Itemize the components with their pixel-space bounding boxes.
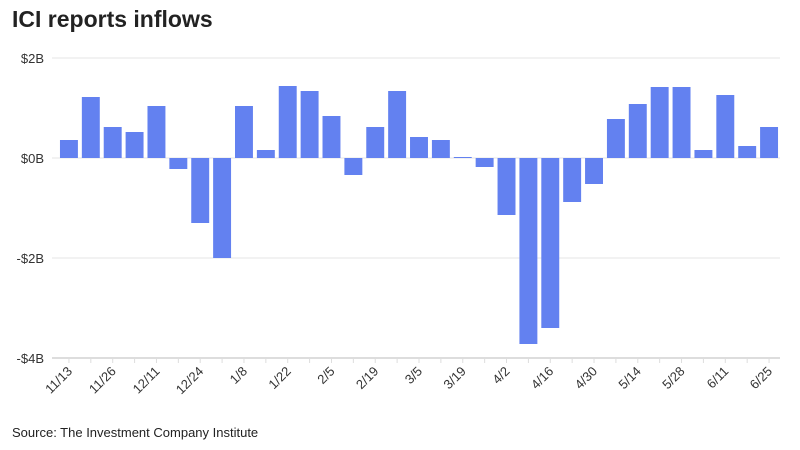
bar [81, 97, 100, 158]
bar [322, 116, 341, 158]
x-tick-label: 3/5 [402, 364, 425, 387]
y-tick-label: $2B [21, 51, 44, 66]
x-tick-label: 1/8 [227, 364, 250, 387]
x-tick-label: 12/24 [173, 364, 207, 398]
bar [453, 157, 472, 158]
x-tick-label: 2/5 [314, 364, 337, 387]
bar [563, 158, 582, 202]
bar [497, 158, 516, 215]
bar [475, 158, 494, 167]
x-tick-label: 6/25 [747, 364, 776, 393]
bar [213, 158, 232, 258]
bar [760, 127, 779, 158]
bar [694, 150, 713, 158]
x-tick-label: 1/22 [265, 364, 294, 393]
bar [628, 104, 647, 158]
bar [366, 127, 385, 158]
x-tick-label: 11/26 [86, 364, 119, 397]
x-tick-label: 12/11 [130, 364, 163, 397]
bar [256, 150, 275, 158]
x-tick-label: 5/28 [659, 364, 688, 393]
bar [519, 158, 538, 344]
bar [716, 95, 735, 158]
bar [59, 140, 78, 158]
x-tick-label: 4/16 [528, 364, 557, 393]
bar [650, 87, 669, 158]
chart-title: ICI reports inflows [12, 6, 213, 32]
bar [300, 91, 319, 158]
x-tick-label: 2/19 [353, 364, 382, 393]
y-tick-label: -$4B [17, 351, 44, 366]
bar [410, 137, 428, 158]
bar [191, 158, 210, 223]
x-tick-label: 6/11 [704, 364, 732, 392]
bar [585, 158, 604, 184]
x-tick-label: 5/14 [615, 364, 644, 393]
x-tick-label: 3/19 [440, 364, 469, 393]
bar [169, 158, 188, 169]
x-tick-label: 11/13 [42, 364, 75, 397]
x-tick-label: 4/30 [572, 364, 601, 393]
bar [125, 132, 144, 158]
bar [103, 127, 122, 158]
bar [606, 119, 625, 158]
source-note: Source: The Investment Company Institute [12, 425, 259, 440]
bar [541, 158, 560, 328]
bar [672, 87, 691, 158]
bar [431, 140, 450, 158]
bar [147, 106, 166, 158]
bar [234, 106, 253, 158]
y-tick-label: $0B [21, 151, 44, 166]
bar [388, 91, 407, 158]
bar [738, 146, 757, 158]
bar [278, 86, 297, 158]
x-tick-label: 4/2 [489, 364, 512, 387]
y-tick-label: -$2B [17, 251, 44, 266]
bar [344, 158, 363, 175]
